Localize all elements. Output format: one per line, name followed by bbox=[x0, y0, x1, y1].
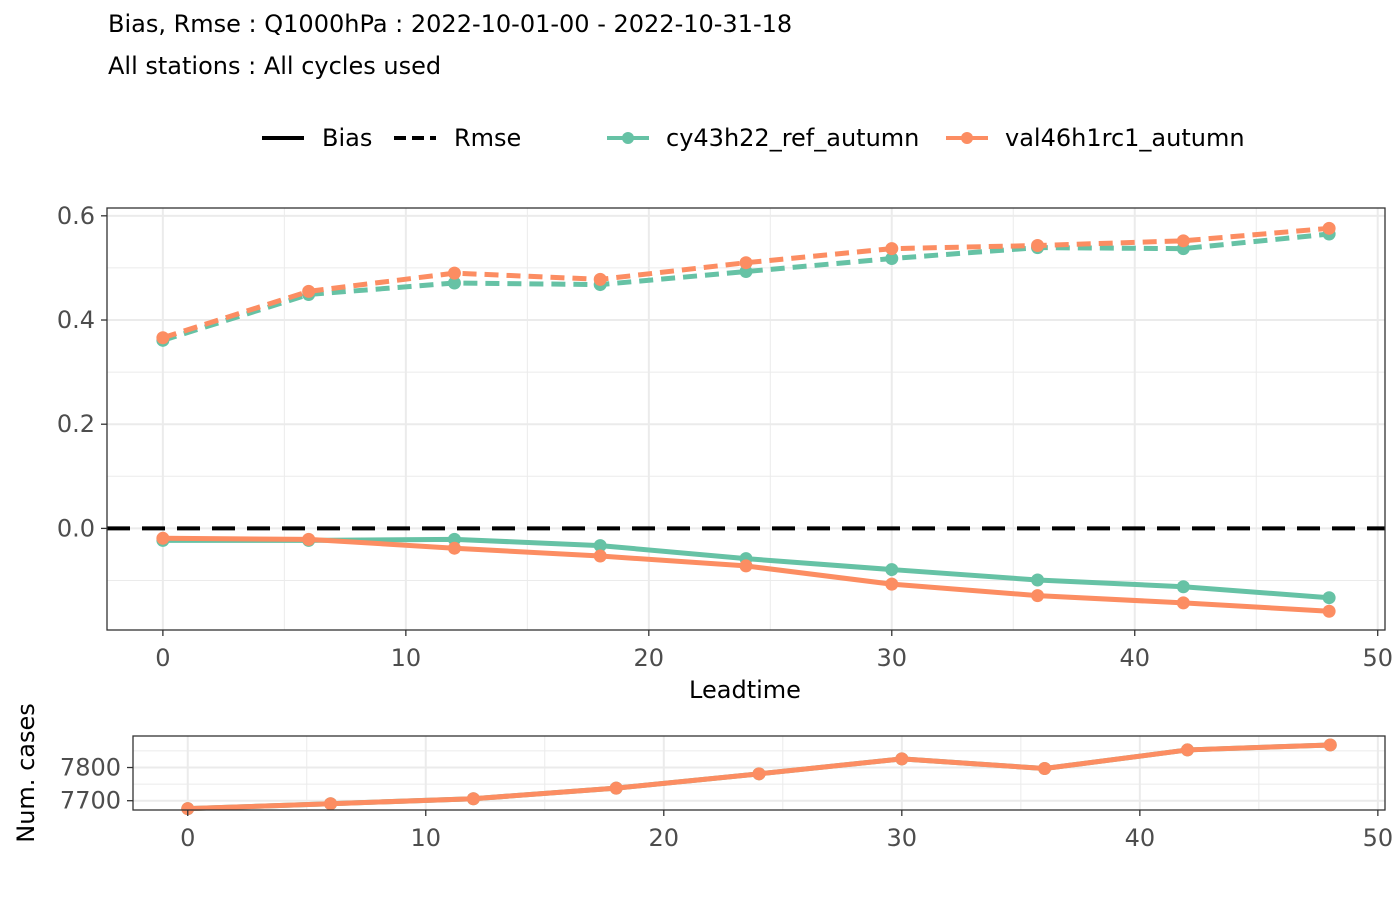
data-point-cases-val46h1rc1_autumn bbox=[466, 792, 480, 806]
data-point-rmse-val46h1rc1_autumn bbox=[447, 266, 461, 280]
data-point-bias-cy43h22_ref_autumn bbox=[1176, 580, 1190, 594]
x-tick-label: 0 bbox=[155, 644, 170, 672]
y-tick-label: 0.6 bbox=[57, 202, 95, 230]
data-point-bias-val46h1rc1_autumn bbox=[156, 531, 170, 545]
x-tick-label: 30 bbox=[887, 824, 918, 852]
data-point-bias-cy43h22_ref_autumn bbox=[1322, 591, 1336, 605]
data-point-cases-val46h1rc1_autumn bbox=[1038, 762, 1052, 776]
y-tick-label: 0.4 bbox=[57, 306, 95, 334]
y-axis-title-num-cases: Num. cases bbox=[12, 703, 40, 842]
chart-title: Bias, Rmse : Q1000hPa : 2022-10-01-00 - … bbox=[108, 10, 793, 38]
series-line-bias-val46h1rc1_autumn bbox=[162, 535, 1330, 614]
series-line-rmse-cy43h22_ref_autumn bbox=[162, 231, 1330, 343]
data-point-rmse-cy43h22_ref_autumn bbox=[447, 276, 461, 290]
data-point-bias-val46h1rc1_autumn bbox=[447, 541, 461, 555]
data-point-rmse-val46h1rc1_autumn bbox=[1031, 239, 1045, 253]
legend-label-rmse: Rmse bbox=[454, 124, 521, 152]
y-tick-label: 7800 bbox=[60, 754, 121, 782]
data-point-cases-val46h1rc1_autumn bbox=[1180, 743, 1194, 757]
x-tick-label: 20 bbox=[649, 824, 680, 852]
data-point-rmse-val46h1rc1_autumn bbox=[593, 272, 607, 286]
data-point-cases-val46h1rc1_autumn bbox=[895, 752, 909, 766]
x-tick-label: 40 bbox=[1119, 644, 1150, 672]
x-tick-label: 20 bbox=[634, 644, 665, 672]
data-point-bias-val46h1rc1_autumn bbox=[885, 577, 899, 591]
data-point-rmse-val46h1rc1_autumn bbox=[302, 284, 316, 298]
x-tick-label: 10 bbox=[410, 824, 441, 852]
data-point-rmse-val46h1rc1_autumn bbox=[1322, 221, 1336, 235]
panel-border bbox=[132, 735, 1386, 811]
data-point-rmse-val46h1rc1_autumn bbox=[1176, 234, 1190, 248]
panel-border bbox=[106, 207, 1386, 631]
data-point-bias-val46h1rc1_autumn bbox=[302, 532, 316, 546]
legend-key-model-1-point bbox=[622, 132, 634, 144]
data-point-bias-cy43h22_ref_autumn bbox=[885, 563, 899, 577]
main-panel: 0 10 20 30 40 50 0.0 0.2 0.4 0.6 bbox=[57, 202, 1393, 672]
data-point-cases-val46h1rc1_autumn bbox=[181, 802, 195, 816]
y-tick-label: 0.2 bbox=[57, 410, 95, 438]
series-line-rmse-val46h1rc1_autumn bbox=[162, 225, 1330, 341]
data-point-bias-cy43h22_ref_autumn bbox=[593, 539, 607, 553]
x-tick-label: 30 bbox=[877, 644, 908, 672]
legend-key-model-2-point bbox=[961, 132, 973, 144]
data-point-rmse-cy43h22_ref_autumn bbox=[885, 252, 899, 266]
data-point-bias-cy43h22_ref_autumn bbox=[1031, 573, 1045, 587]
x-tick-label: 50 bbox=[1363, 824, 1394, 852]
legend-label-model-1: cy43h22_ref_autumn bbox=[666, 124, 919, 152]
x-tick-label: 10 bbox=[391, 644, 422, 672]
legend-label-model-2: val46h1rc1_autumn bbox=[1005, 124, 1245, 152]
data-point-bias-val46h1rc1_autumn bbox=[1176, 596, 1190, 610]
x-tick-label: 40 bbox=[1125, 824, 1156, 852]
data-point-bias-val46h1rc1_autumn bbox=[739, 559, 753, 573]
x-axis-title: Leadtime bbox=[689, 676, 801, 704]
data-point-cases-val46h1rc1_autumn bbox=[324, 797, 338, 811]
x-tick-label: 50 bbox=[1362, 644, 1393, 672]
y-tick-label: 7700 bbox=[60, 787, 121, 815]
legend-label-bias: Bias bbox=[322, 124, 372, 152]
data-point-bias-val46h1rc1_autumn bbox=[593, 549, 607, 563]
data-point-rmse-val46h1rc1_autumn bbox=[885, 242, 899, 256]
data-point-rmse-val46h1rc1_autumn bbox=[156, 331, 170, 345]
data-point-cases-val46h1rc1_autumn bbox=[1323, 738, 1337, 752]
data-point-cases-val46h1rc1_autumn bbox=[752, 767, 766, 781]
data-point-cases-val46h1rc1_autumn bbox=[609, 781, 623, 795]
data-point-rmse-val46h1rc1_autumn bbox=[739, 256, 753, 270]
legend: Bias Rmse cy43h22_ref_autumn val46h1rc1_… bbox=[262, 124, 1245, 152]
data-point-bias-val46h1rc1_autumn bbox=[1031, 589, 1045, 603]
x-tick-label: 0 bbox=[180, 824, 195, 852]
y-tick-label: 0.0 bbox=[57, 514, 95, 542]
data-point-bias-val46h1rc1_autumn bbox=[1322, 604, 1336, 618]
chart-subtitle: All stations : All cycles used bbox=[108, 52, 442, 80]
num-cases-panel: 0 10 20 30 40 50 7700 7800 bbox=[60, 735, 1394, 852]
